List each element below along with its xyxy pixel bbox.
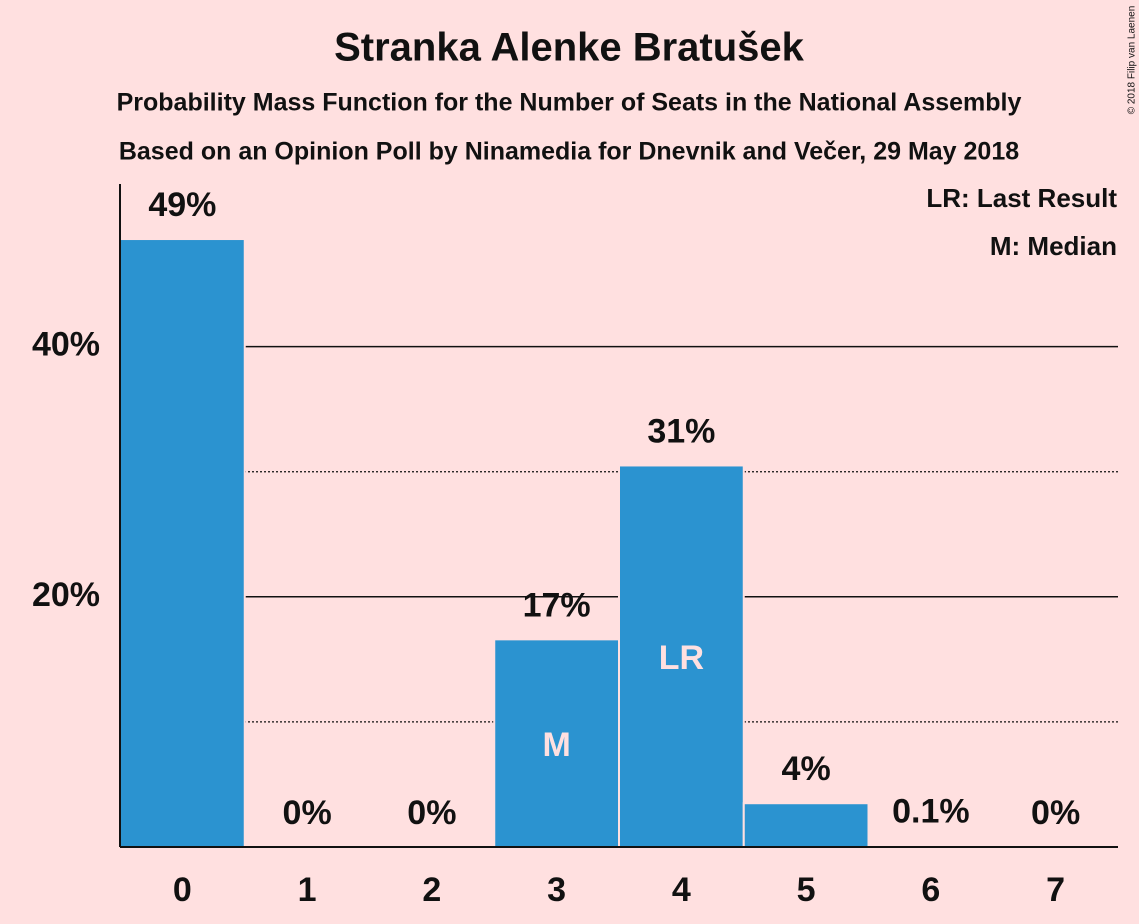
- x-tick-label: 2: [422, 871, 441, 909]
- x-tick-label: 6: [921, 871, 940, 909]
- bar: [119, 238, 246, 848]
- y-tick-label: 40%: [32, 326, 100, 364]
- value-label: 31%: [647, 412, 715, 450]
- copyright: © 2018 Filip van Laenen: [1127, 6, 1138, 115]
- x-tick-label: 7: [1046, 871, 1065, 909]
- bar-marker: LR: [659, 639, 704, 677]
- y-tick-label: 20%: [32, 576, 100, 614]
- value-label: 0.1%: [892, 793, 970, 831]
- chart-subtitle: Probability Mass Function for the Number…: [117, 89, 1022, 117]
- x-tick-label: 5: [797, 871, 816, 909]
- value-label: 49%: [148, 186, 216, 224]
- bar: [742, 802, 870, 848]
- value-label: 0%: [407, 794, 456, 832]
- x-tick-label: 0: [173, 871, 192, 909]
- value-label: 0%: [1031, 794, 1080, 832]
- value-label: 17%: [523, 586, 591, 624]
- value-label: 0%: [283, 794, 332, 832]
- bar-marker: M: [542, 726, 570, 764]
- chart-subtitle: Based on an Opinion Poll by Ninamedia fo…: [119, 138, 1019, 166]
- legend-entry: M: Median: [990, 231, 1117, 261]
- x-tick-label: 3: [547, 871, 566, 909]
- x-tick-label: 4: [672, 871, 691, 909]
- value-label: 4%: [782, 750, 831, 788]
- chart-title: Stranka Alenke Bratušek: [334, 26, 805, 70]
- x-tick-label: 1: [298, 871, 317, 909]
- bar: [493, 638, 620, 848]
- legend-entry: LR: Last Result: [926, 183, 1117, 213]
